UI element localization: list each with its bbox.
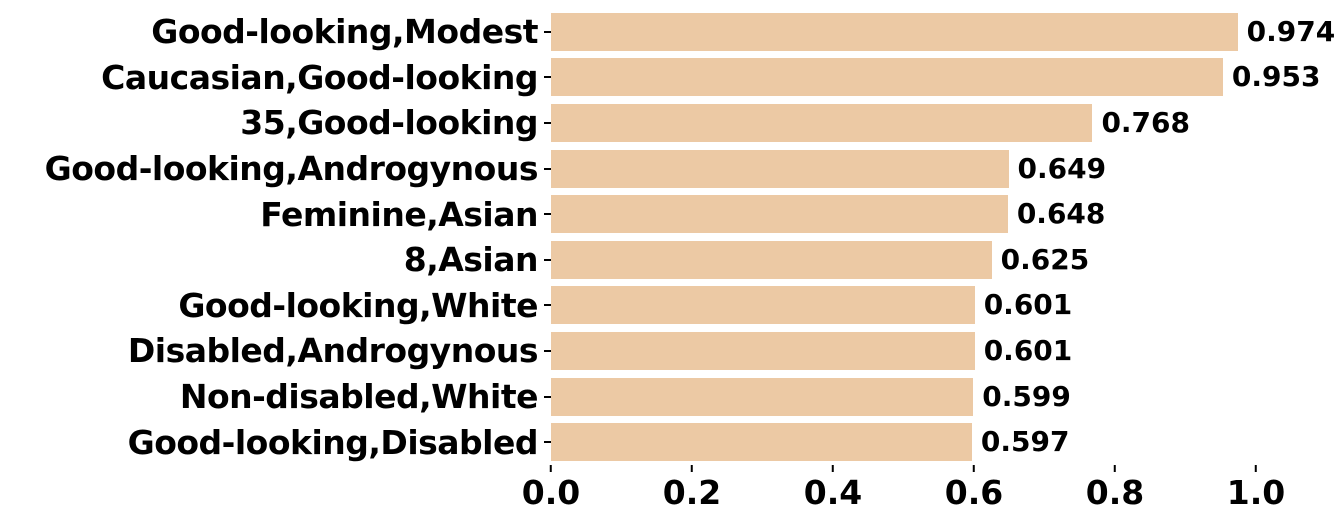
bar-value-label: 0.601 bbox=[983, 288, 1073, 322]
y-axis-label: Good-looking,Modest bbox=[151, 12, 538, 52]
x-tick-label: 0.6 bbox=[944, 473, 1004, 512]
x-tick-mark bbox=[1255, 465, 1257, 472]
y-tick-mark bbox=[544, 349, 551, 352]
x-tick-label: 0.4 bbox=[803, 473, 863, 512]
bar-row: Caucasian,Good-looking 0.953 bbox=[0, 55, 1335, 101]
y-axis-label: Caucasian,Good-looking bbox=[101, 57, 538, 97]
x-tick: 0.2 bbox=[663, 465, 721, 509]
y-axis-label: 35,Good-looking bbox=[240, 103, 538, 143]
bar-value-label: 0.601 bbox=[983, 333, 1073, 367]
bar bbox=[551, 103, 1093, 142]
x-tick: 0.4 bbox=[804, 465, 862, 509]
x-tick-label: 1.0 bbox=[1226, 473, 1286, 512]
y-axis-label: Feminine,Asian bbox=[260, 194, 538, 234]
y-tick-mark bbox=[544, 213, 551, 216]
x-tick-label: 0.0 bbox=[521, 473, 581, 512]
y-axis-label: Good-looking,White bbox=[178, 285, 538, 325]
bar bbox=[551, 12, 1238, 51]
bar bbox=[551, 195, 1008, 234]
x-tick: 0.6 bbox=[945, 465, 1003, 509]
x-tick: 1.0 bbox=[1227, 465, 1285, 509]
bar bbox=[551, 377, 974, 416]
y-axis-label: Good-looking,Disabled bbox=[127, 422, 539, 462]
bar bbox=[551, 58, 1223, 97]
x-tick: 0.8 bbox=[1086, 465, 1144, 509]
bar-value-label: 0.974 bbox=[1246, 14, 1336, 48]
x-tick-label: 0.8 bbox=[1085, 473, 1145, 512]
bar-row: Good-looking,Androgynous 0.649 bbox=[0, 146, 1335, 192]
bar bbox=[551, 240, 992, 279]
bar bbox=[551, 149, 1009, 188]
bar bbox=[551, 286, 975, 325]
bar-row: Feminine,Asian 0.648 bbox=[0, 191, 1335, 237]
x-tick-mark bbox=[973, 465, 975, 472]
y-axis-label: Good-looking,Androgynous bbox=[44, 149, 539, 189]
x-tick: 0.0 bbox=[522, 465, 580, 509]
bar-row: Good-looking,White 0.601 bbox=[0, 283, 1335, 329]
bar-value-label: 0.648 bbox=[1016, 197, 1106, 231]
bar-value-label: 0.768 bbox=[1101, 105, 1191, 139]
y-tick-mark bbox=[544, 441, 551, 444]
bar bbox=[551, 423, 972, 462]
bar-value-label: 0.599 bbox=[982, 379, 1071, 413]
x-tick-mark bbox=[832, 465, 834, 472]
bar-row: 35,Good-looking 0.768 bbox=[0, 100, 1335, 146]
y-axis-label: 8,Asian bbox=[403, 240, 539, 280]
chart-rows: Good-looking,Modest 0.974 Caucasian,Good-l… bbox=[0, 9, 1335, 465]
y-tick-mark bbox=[544, 30, 551, 33]
bar-row: 8,Asian 0.625 bbox=[0, 237, 1335, 283]
y-tick-mark bbox=[544, 121, 551, 124]
y-axis-label: Disabled,Androgynous bbox=[127, 331, 539, 371]
bar-row: Disabled,Androgynous 0.601 bbox=[0, 328, 1335, 374]
bar-value-label: 0.953 bbox=[1231, 60, 1321, 94]
y-tick-mark bbox=[544, 258, 551, 261]
x-axis: 0.0 0.2 0.4 0.6 0.8 1.0 bbox=[522, 465, 1342, 525]
bar-value-label: 0.597 bbox=[980, 425, 1070, 459]
y-tick-mark bbox=[544, 167, 551, 170]
bar-value-label: 0.625 bbox=[1000, 242, 1090, 276]
bar-row: Good-looking,Disabled 0.597 bbox=[0, 419, 1335, 465]
y-tick-mark bbox=[544, 395, 551, 398]
y-tick-mark bbox=[544, 76, 551, 79]
bar bbox=[551, 331, 975, 370]
y-tick-mark bbox=[544, 304, 551, 307]
x-tick-mark bbox=[1114, 465, 1116, 472]
x-tick-label: 0.2 bbox=[662, 473, 722, 512]
y-axis-label: Non-disabled,White bbox=[179, 377, 539, 417]
bar-row: Non-disabled,White 0.599 bbox=[0, 374, 1335, 420]
x-tick-mark bbox=[550, 465, 552, 472]
bar-row: Good-looking,Modest 0.974 bbox=[0, 9, 1335, 55]
x-tick-mark bbox=[691, 465, 693, 472]
bar-value-label: 0.649 bbox=[1017, 151, 1107, 185]
